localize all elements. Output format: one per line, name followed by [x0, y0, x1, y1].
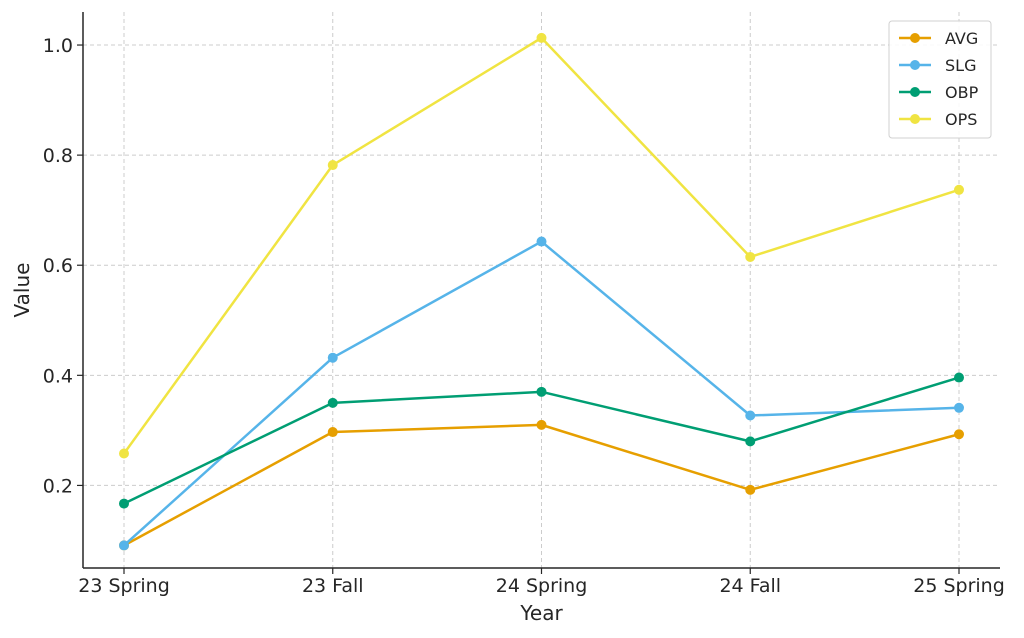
y-tick-label: 0.6	[43, 255, 73, 277]
legend-marker	[910, 87, 920, 97]
data-point-obp	[536, 386, 547, 397]
data-point-slg	[327, 352, 338, 363]
grid	[83, 12, 1000, 568]
data-point-ops	[119, 448, 129, 459]
series-slg	[119, 236, 964, 551]
x-tick-label: 23 Spring	[78, 575, 170, 597]
y-tick-label: 0.4	[43, 365, 73, 387]
legend-marker	[910, 33, 920, 43]
legend-label: OPS	[945, 110, 977, 129]
legend-item-ops: OPS	[899, 110, 977, 129]
data-point-obp	[954, 372, 964, 383]
x-tick-label: 25 Spring	[913, 575, 1005, 597]
x-tick-label: 24 Fall	[719, 575, 781, 597]
data-point-ops	[954, 184, 964, 195]
data-point-avg	[745, 484, 756, 495]
data-point-ops	[327, 160, 338, 171]
data-point-slg	[954, 402, 964, 413]
legend-label: AVG	[945, 29, 978, 48]
series-obp	[119, 372, 964, 509]
legend-label: SLG	[945, 56, 976, 75]
data-point-obp	[327, 397, 338, 408]
data-point-slg	[119, 540, 129, 551]
legend-item-obp: OBP	[899, 83, 979, 102]
legend: AVG SLG OBP OPS	[888, 20, 992, 139]
legend-item-slg: SLG	[899, 56, 976, 75]
y-axis-title: Value	[10, 263, 34, 318]
data-point-avg	[954, 429, 964, 440]
y-tick-label: 0.2	[43, 475, 73, 497]
legend-box	[888, 20, 992, 139]
data-point-ops	[745, 251, 756, 262]
data-point-obp	[745, 436, 756, 447]
data-point-ops	[536, 32, 547, 43]
data-point-slg	[745, 410, 756, 421]
x-tick-label: 24 Spring	[496, 575, 588, 597]
x-axis-title: Year	[519, 601, 563, 625]
data-point-avg	[327, 427, 338, 438]
legend-marker	[910, 114, 920, 124]
y-ticks: 0.2 0.4 0.6 0.8 1.0	[43, 35, 83, 497]
data-point-slg	[536, 236, 547, 247]
legend-marker	[910, 60, 920, 70]
data-point-obp	[119, 498, 129, 509]
y-tick-label: 1.0	[43, 35, 73, 57]
legend-label: OBP	[945, 83, 979, 102]
x-tick-label: 23 Fall	[302, 575, 364, 597]
y-tick-label: 0.8	[43, 145, 73, 167]
x-ticks: 23 Spring 23 Fall 24 Spring 24 Fall 25 Sprin…	[78, 568, 1005, 597]
series-ops	[119, 32, 964, 459]
series-group	[119, 32, 964, 551]
legend-item-avg: AVG	[899, 29, 978, 48]
data-point-avg	[536, 419, 547, 430]
